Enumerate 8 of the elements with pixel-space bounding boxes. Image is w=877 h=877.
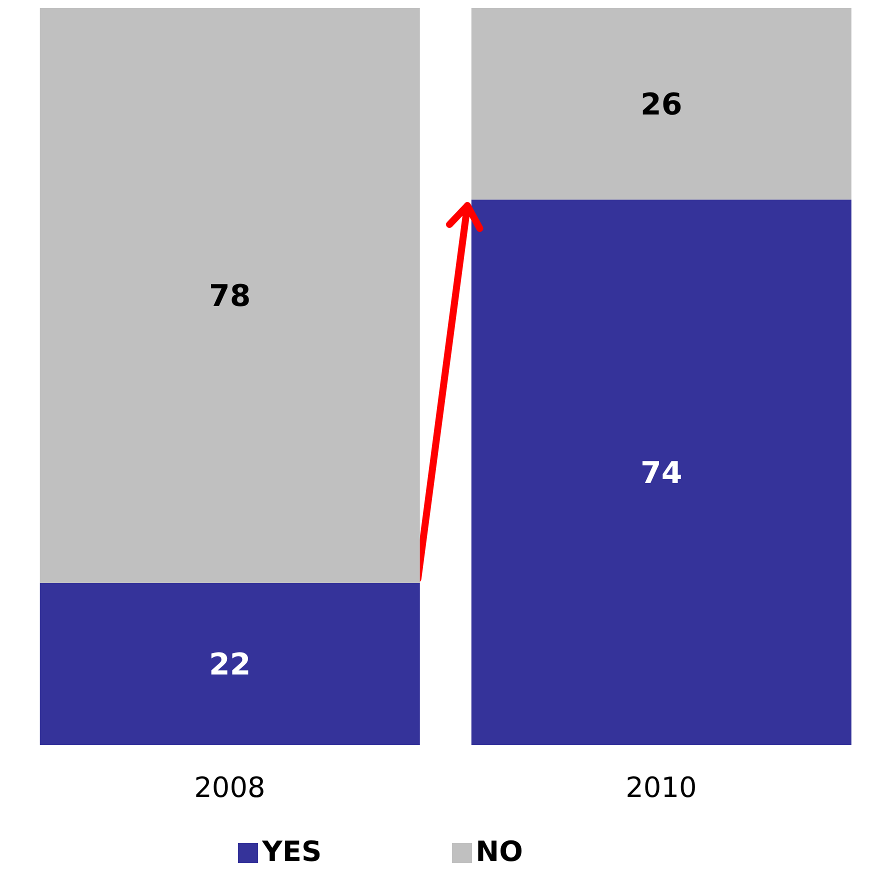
legend-label: NO <box>476 835 523 868</box>
x-tick-label: 2008 <box>194 770 266 804</box>
data-label: 22 <box>209 648 251 683</box>
data-label: 74 <box>640 456 682 491</box>
data-label: 26 <box>640 87 682 122</box>
x-tick-label: 2010 <box>626 770 697 804</box>
data-label: 78 <box>209 279 251 314</box>
legend-label: YES <box>262 835 322 868</box>
